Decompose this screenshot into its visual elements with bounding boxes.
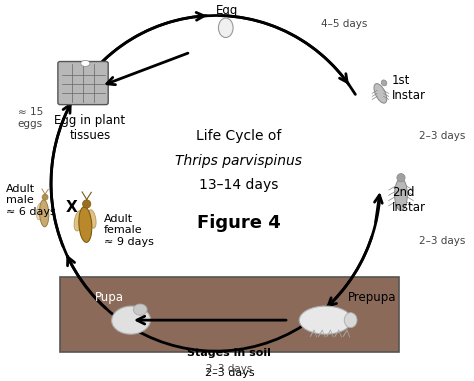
Text: 4–5 days: 4–5 days	[321, 19, 367, 29]
Ellipse shape	[299, 306, 352, 334]
Text: 2nd
Instar: 2nd Instar	[392, 186, 426, 214]
Text: Adult
male
≈ 6 days: Adult male ≈ 6 days	[6, 184, 56, 217]
Text: X: X	[66, 200, 77, 215]
Ellipse shape	[381, 80, 387, 86]
Text: Thrips parvispinus: Thrips parvispinus	[175, 154, 302, 168]
FancyBboxPatch shape	[58, 61, 108, 105]
Ellipse shape	[394, 179, 407, 211]
Text: Egg in plant
tissues: Egg in plant tissues	[55, 114, 126, 142]
Ellipse shape	[74, 211, 83, 231]
Text: 2–3 days: 2–3 days	[205, 368, 254, 378]
Ellipse shape	[133, 304, 147, 315]
Ellipse shape	[344, 313, 357, 328]
Text: Life Cycle of: Life Cycle of	[196, 130, 281, 144]
Bar	[60, 277, 399, 352]
Text: 2–3 days: 2–3 days	[419, 237, 465, 247]
Text: 2–3 days: 2–3 days	[206, 364, 253, 374]
Text: Pupa: Pupa	[94, 291, 123, 304]
Ellipse shape	[82, 200, 91, 208]
Text: 1st
Instar: 1st Instar	[392, 74, 426, 102]
Text: 13–14 days: 13–14 days	[199, 178, 278, 192]
Ellipse shape	[36, 203, 43, 220]
Text: 2–3 days: 2–3 days	[419, 131, 465, 141]
Text: ≈ 15
eggs: ≈ 15 eggs	[18, 107, 43, 128]
Text: Egg: Egg	[216, 3, 238, 16]
Ellipse shape	[219, 18, 233, 38]
Text: Stages in soil: Stages in soil	[188, 347, 271, 358]
Text: Prepupa: Prepupa	[348, 291, 397, 304]
Ellipse shape	[374, 83, 387, 103]
Ellipse shape	[397, 174, 405, 182]
Ellipse shape	[112, 306, 151, 334]
Ellipse shape	[88, 210, 96, 228]
Ellipse shape	[42, 194, 48, 200]
Ellipse shape	[79, 207, 92, 242]
Ellipse shape	[81, 61, 90, 66]
Text: Figure 4: Figure 4	[197, 214, 281, 232]
Ellipse shape	[39, 200, 49, 227]
Text: Adult
female
≈ 9 days: Adult female ≈ 9 days	[104, 214, 154, 247]
